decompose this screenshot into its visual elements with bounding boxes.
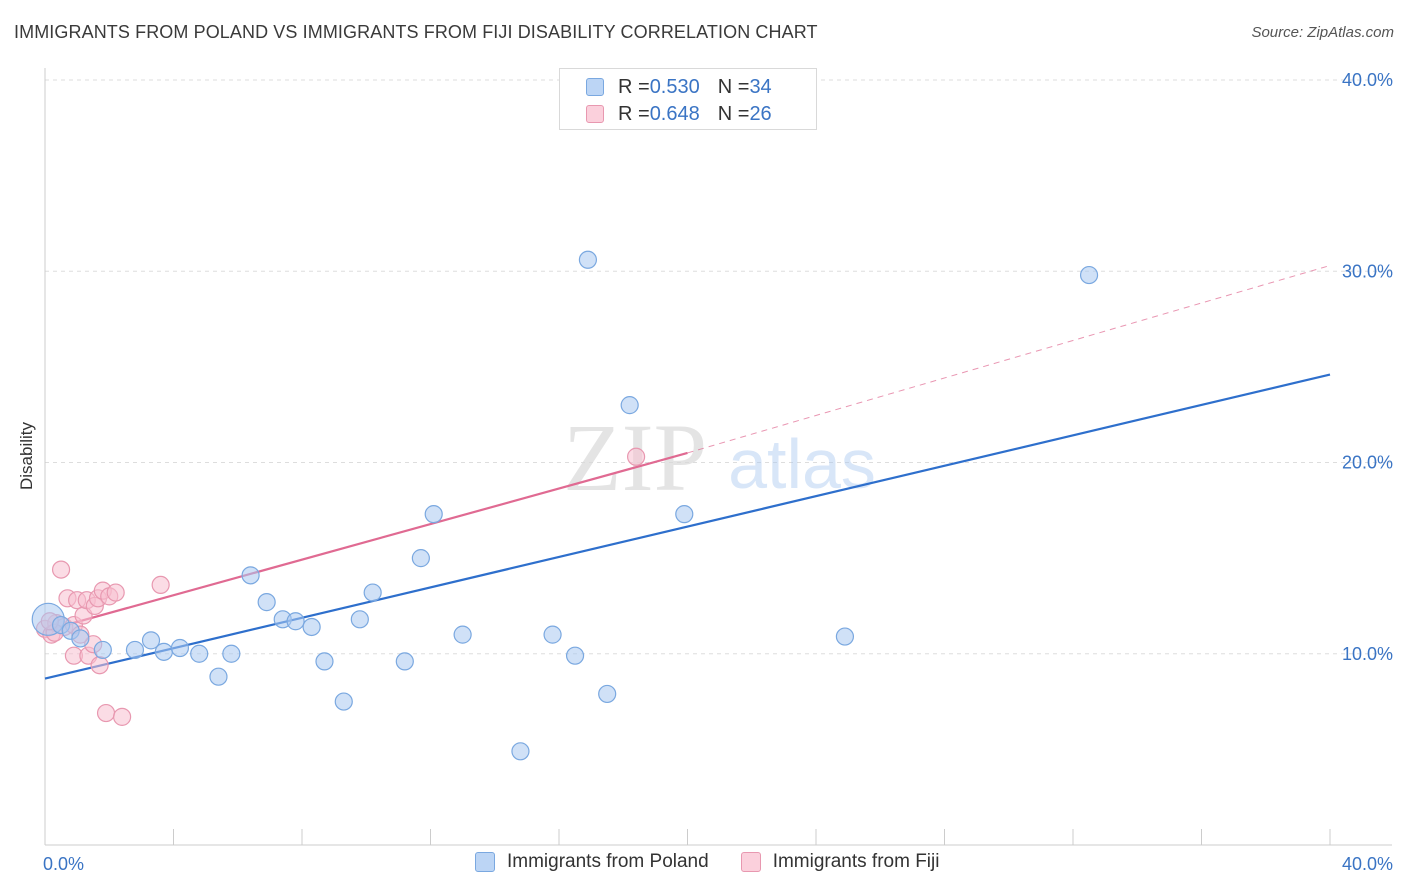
poland-point bbox=[241, 566, 260, 585]
fiji-swatch bbox=[586, 105, 604, 123]
data-points bbox=[31, 250, 1099, 761]
poland-point bbox=[190, 644, 209, 663]
poland-point bbox=[578, 250, 598, 269]
poland-point bbox=[620, 396, 639, 415]
poland-point bbox=[411, 549, 430, 568]
fiji-point bbox=[96, 703, 116, 723]
poland-point bbox=[363, 583, 382, 602]
axes bbox=[44, 68, 1392, 846]
y-tick-label: 40.0% bbox=[1342, 70, 1393, 90]
y-tick-label: 30.0% bbox=[1342, 261, 1393, 281]
n-value: 34 bbox=[749, 75, 772, 98]
poland-point bbox=[395, 652, 414, 671]
n-label: N = bbox=[717, 75, 750, 98]
poland-point bbox=[222, 644, 241, 663]
fiji-point bbox=[112, 707, 132, 726]
r-value: 0.648 bbox=[649, 102, 700, 125]
poland-point bbox=[93, 640, 112, 660]
fiji-swatch bbox=[740, 852, 761, 872]
poland-point bbox=[511, 742, 530, 761]
poland-point bbox=[257, 593, 276, 612]
source-label: Source: ZipAtlas.com bbox=[1251, 24, 1394, 41]
fiji-point bbox=[90, 656, 109, 675]
legend-row-fiji: R = 0.648 N = 26 bbox=[586, 101, 772, 127]
poland-point bbox=[154, 642, 173, 661]
n-label: N = bbox=[717, 102, 750, 125]
legend-row-poland: R = 0.530 N = 34 bbox=[586, 74, 772, 100]
r-label: R = bbox=[618, 75, 650, 98]
poland-point bbox=[424, 505, 443, 524]
poland-swatch bbox=[586, 78, 604, 96]
poland-point bbox=[598, 684, 617, 704]
poland-swatch bbox=[475, 852, 495, 872]
fiji-point bbox=[106, 583, 125, 602]
y-tick-label: 10.0% bbox=[1342, 644, 1393, 664]
poland-trend-line bbox=[44, 373, 1331, 680]
fiji-point bbox=[51, 560, 71, 579]
series-legend: Immigrants from Poland Immigrants from F… bbox=[475, 851, 971, 873]
r-label: R = bbox=[618, 102, 650, 125]
poland-point bbox=[209, 667, 228, 686]
y-tick-label: 20.0% bbox=[1342, 453, 1393, 473]
poland-point bbox=[125, 640, 145, 660]
poland-point bbox=[315, 652, 334, 671]
poland-point bbox=[675, 505, 694, 524]
fiji-point bbox=[626, 447, 646, 466]
fiji-trend-line bbox=[44, 451, 688, 632]
legend-item-fiji[interactable]: Immigrants from Fiji bbox=[740, 851, 940, 873]
poland-point bbox=[1079, 265, 1099, 285]
legend-label-poland: Immigrants from Poland bbox=[507, 851, 709, 872]
n-value: 26 bbox=[749, 102, 772, 125]
poland-point bbox=[835, 627, 855, 646]
fiji-trend-extension bbox=[687, 265, 1331, 454]
legend-label-fiji: Immigrants from Fiji bbox=[772, 851, 940, 872]
stats-legend: R = 0.530 N = 34 R = 0.648 N = 26 bbox=[559, 68, 817, 130]
poland-point bbox=[71, 629, 90, 648]
legend-item-poland[interactable]: Immigrants from Poland bbox=[475, 851, 709, 873]
fiji-point bbox=[151, 575, 170, 595]
poland-point bbox=[334, 692, 353, 711]
poland-point bbox=[543, 625, 562, 644]
poland-point bbox=[565, 646, 585, 665]
poland-point bbox=[170, 638, 190, 658]
chart-title: IMMIGRANTS FROM POLAND VS IMMIGRANTS FRO… bbox=[14, 22, 818, 42]
r-value: 0.530 bbox=[649, 75, 700, 98]
x-tick-label: 0.0% bbox=[43, 854, 84, 874]
trend-lines bbox=[44, 265, 1331, 680]
poland-point bbox=[286, 612, 305, 631]
poland-point bbox=[350, 610, 369, 629]
poland-point bbox=[453, 625, 472, 644]
watermark-atlas: atlas bbox=[728, 425, 876, 503]
poland-point bbox=[141, 631, 161, 650]
x-tick-label: 40.0% bbox=[1342, 854, 1393, 874]
tick-labels: 10.0% 20.0% 30.0% 40.0% 0.0% 40.0% bbox=[43, 70, 1393, 874]
poland-point bbox=[302, 617, 321, 637]
